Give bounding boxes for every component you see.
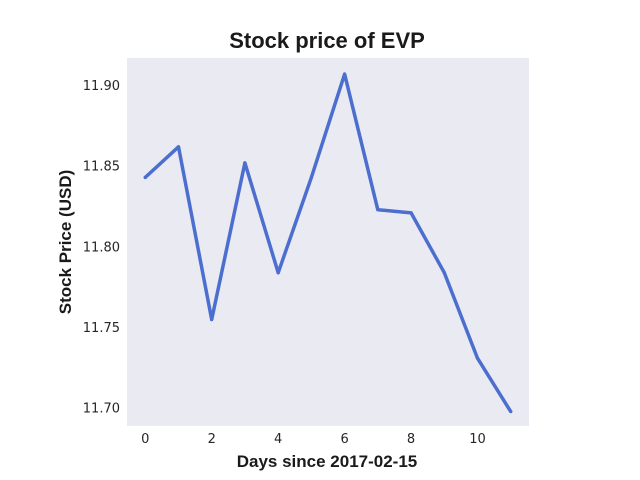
plot-area xyxy=(127,58,529,426)
y-tick-label: 11.85 xyxy=(83,160,120,175)
x-tick-label: 6 xyxy=(340,432,348,447)
x-tick-label: 8 xyxy=(407,432,415,447)
y-axis-ticks: 11.70 11.75 11.80 11.85 11.90 xyxy=(83,79,120,417)
data-point xyxy=(475,356,480,360)
data-point xyxy=(309,175,313,179)
data-point xyxy=(176,145,181,149)
data-point xyxy=(276,271,280,275)
y-tick-label: 11.75 xyxy=(83,321,120,336)
data-point xyxy=(243,161,247,165)
price-series-line xyxy=(143,72,513,414)
data-point xyxy=(509,409,513,414)
data-point xyxy=(409,211,413,215)
x-axis-ticks: 0 2 4 6 8 10 xyxy=(141,432,486,447)
data-point xyxy=(343,72,347,76)
data-point xyxy=(210,317,214,322)
y-tick-label: 11.90 xyxy=(83,79,120,94)
data-point xyxy=(376,208,380,212)
x-tick-label: 10 xyxy=(469,432,486,447)
x-tick-label: 4 xyxy=(274,432,282,447)
chart-title: Stock price of EVP xyxy=(229,28,425,53)
data-points xyxy=(143,72,513,414)
y-tick-label: 11.70 xyxy=(83,402,120,417)
y-tick-label: 11.80 xyxy=(83,240,120,255)
data-point xyxy=(143,175,147,179)
y-axis-label: Stock Price (USD) xyxy=(56,170,75,315)
x-axis-label: Days since 2017-02-15 xyxy=(237,452,418,471)
x-tick-label: 2 xyxy=(208,432,216,447)
data-point xyxy=(442,271,446,275)
x-tick-label: 0 xyxy=(141,432,149,447)
